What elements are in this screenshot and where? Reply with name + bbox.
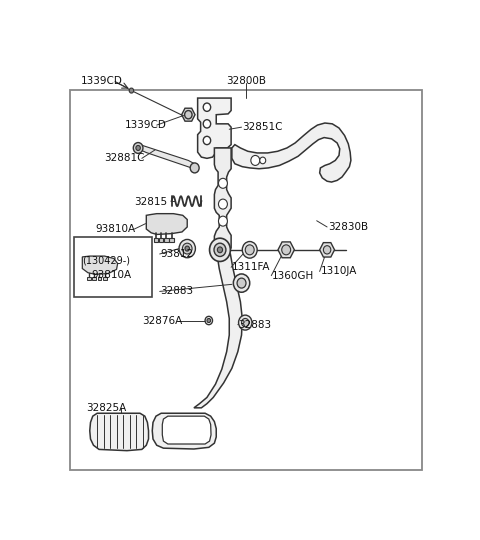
- Circle shape: [190, 163, 199, 173]
- Circle shape: [241, 319, 249, 327]
- Text: 32883: 32883: [160, 286, 193, 296]
- Polygon shape: [198, 98, 231, 158]
- Circle shape: [324, 246, 331, 254]
- Text: 93810A: 93810A: [92, 270, 132, 280]
- Text: 93810A: 93810A: [96, 224, 135, 234]
- Circle shape: [251, 156, 260, 165]
- Circle shape: [233, 274, 250, 292]
- Text: 1339CD: 1339CD: [125, 120, 167, 130]
- Bar: [103, 277, 107, 280]
- Text: 32851C: 32851C: [242, 122, 283, 132]
- Circle shape: [203, 120, 211, 128]
- Circle shape: [237, 278, 246, 288]
- Polygon shape: [162, 416, 211, 444]
- Text: 1310JA: 1310JA: [321, 266, 357, 276]
- Text: 1311FA: 1311FA: [232, 262, 270, 272]
- Text: 32825A: 32825A: [86, 403, 126, 413]
- Circle shape: [182, 243, 192, 254]
- Text: 32815: 32815: [134, 197, 168, 207]
- Circle shape: [218, 199, 228, 209]
- Circle shape: [179, 239, 195, 258]
- Text: 32830B: 32830B: [328, 222, 368, 232]
- Polygon shape: [278, 242, 294, 258]
- Polygon shape: [215, 148, 231, 254]
- Polygon shape: [181, 108, 195, 121]
- Circle shape: [136, 145, 140, 151]
- Polygon shape: [152, 413, 216, 449]
- Circle shape: [210, 238, 230, 261]
- Circle shape: [207, 319, 211, 322]
- Text: 32881C: 32881C: [105, 153, 145, 164]
- Circle shape: [218, 178, 228, 188]
- Circle shape: [218, 216, 228, 226]
- Circle shape: [242, 241, 257, 258]
- Circle shape: [205, 316, 213, 325]
- Circle shape: [129, 88, 133, 93]
- Text: 1360GH: 1360GH: [272, 271, 314, 281]
- Text: 32876A: 32876A: [142, 315, 182, 326]
- Text: (130429-): (130429-): [83, 255, 130, 265]
- Bar: [87, 277, 91, 280]
- Bar: [154, 238, 158, 241]
- Circle shape: [203, 103, 211, 111]
- Bar: [97, 277, 101, 280]
- Circle shape: [282, 245, 290, 255]
- Text: 1339CD: 1339CD: [81, 77, 122, 86]
- Circle shape: [185, 246, 190, 251]
- Polygon shape: [146, 214, 187, 234]
- Polygon shape: [232, 123, 351, 182]
- Polygon shape: [136, 145, 198, 168]
- Bar: [169, 238, 174, 241]
- Circle shape: [260, 157, 266, 164]
- Polygon shape: [320, 242, 335, 257]
- Bar: [164, 238, 168, 241]
- Bar: [74, 237, 152, 297]
- Text: 93812: 93812: [160, 249, 193, 259]
- Circle shape: [133, 143, 143, 153]
- Circle shape: [239, 315, 252, 330]
- Polygon shape: [90, 413, 148, 451]
- Polygon shape: [194, 254, 242, 408]
- Circle shape: [203, 136, 211, 145]
- Circle shape: [217, 247, 223, 253]
- Text: 32800B: 32800B: [226, 76, 266, 86]
- Text: 32883: 32883: [239, 320, 272, 330]
- Circle shape: [214, 243, 226, 256]
- Polygon shape: [83, 256, 118, 274]
- Circle shape: [245, 245, 254, 255]
- Bar: [92, 277, 96, 280]
- Bar: [159, 238, 163, 241]
- Circle shape: [185, 111, 192, 119]
